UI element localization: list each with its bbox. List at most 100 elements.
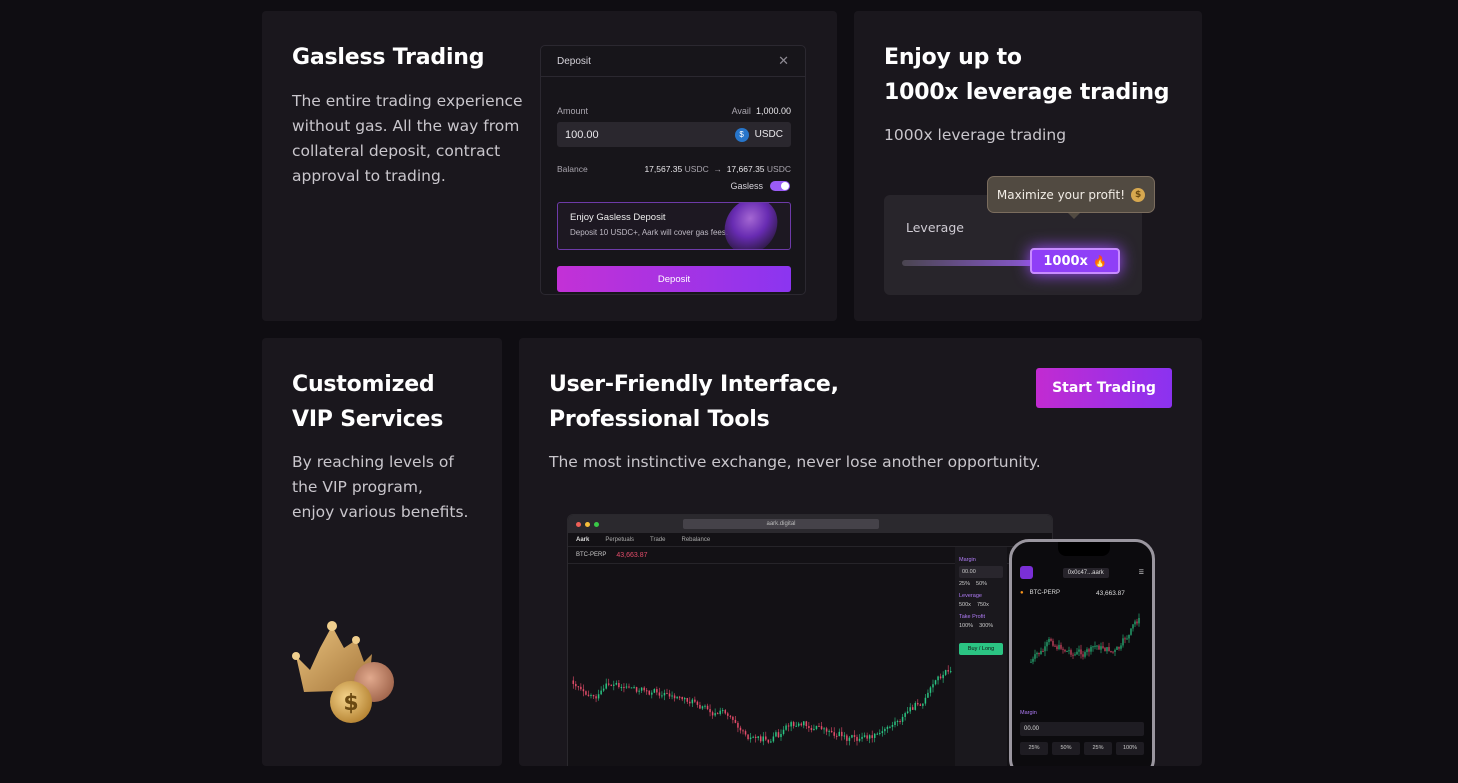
candle-body xyxy=(640,687,643,691)
candle-body xyxy=(714,713,716,716)
nav-item: Trade xyxy=(650,536,666,543)
leverage-label: Leverage xyxy=(959,593,982,599)
phone-pct-option: 25% xyxy=(1084,742,1112,755)
candle-body xyxy=(942,674,944,679)
wallet-address: 0x0c47...aark xyxy=(1062,567,1109,578)
tp-row: 100% 300% xyxy=(959,623,1003,629)
candle-body xyxy=(724,710,727,714)
buy-long-button: Buy / Long xyxy=(959,643,1003,655)
candle-body xyxy=(1120,645,1122,649)
balance-from: 17,567.35 xyxy=(644,164,683,174)
candle-body xyxy=(1138,618,1140,624)
candle-body xyxy=(1048,639,1050,643)
token-selector[interactable]: $ USDC xyxy=(734,127,783,142)
usdc-icon: $ xyxy=(734,127,749,142)
candle-body xyxy=(737,722,739,728)
candle-body xyxy=(1040,651,1042,655)
browser-bar: aark.digital xyxy=(568,515,1052,533)
candle-body xyxy=(651,692,653,695)
candle-body xyxy=(1104,647,1106,652)
candle-body xyxy=(1078,649,1080,652)
profit-tooltip: Maximize your profit! $ xyxy=(987,176,1155,219)
candle-body xyxy=(597,694,600,699)
candle-body xyxy=(949,671,952,673)
candle-body xyxy=(711,712,714,716)
leverage-slider[interactable] xyxy=(902,260,1042,266)
candle-body xyxy=(600,690,602,695)
candle-body xyxy=(782,729,785,734)
candle-body xyxy=(1052,640,1054,646)
candle-body xyxy=(780,733,782,738)
candle-body xyxy=(739,727,742,731)
candle-body xyxy=(607,683,610,685)
balance-from-unit: USDC xyxy=(684,164,709,174)
candle-body xyxy=(1070,650,1072,655)
candle-body xyxy=(944,670,947,675)
candle-body xyxy=(689,701,691,704)
leverage-description: 1000x leverage trading xyxy=(884,126,1067,144)
start-trading-button[interactable]: Start Trading xyxy=(1036,368,1172,408)
interface-title-line2: Professional Tools xyxy=(549,407,770,432)
candle-body xyxy=(1034,654,1036,659)
candle-body xyxy=(1054,645,1056,647)
deposit-button[interactable]: Deposit xyxy=(557,266,791,292)
candle-body xyxy=(699,704,701,709)
candle-body xyxy=(721,710,724,712)
phone-pct-option: 25% xyxy=(1020,742,1048,755)
candle-body xyxy=(775,732,777,737)
candle-body xyxy=(625,686,628,688)
candle-body xyxy=(648,690,651,695)
candle-body xyxy=(901,716,904,722)
candle-body xyxy=(749,737,752,740)
candle-body xyxy=(813,728,815,731)
candle-body xyxy=(1076,651,1078,655)
nav-item: Perpetuals xyxy=(605,536,635,543)
candle-body xyxy=(1098,645,1100,650)
candle-body xyxy=(1108,647,1110,651)
gem-graphic xyxy=(713,203,789,249)
candle-body xyxy=(752,736,754,738)
candle-body xyxy=(742,730,744,732)
candle-body xyxy=(787,725,790,727)
candle-body xyxy=(765,736,767,740)
candle-body xyxy=(1046,642,1048,647)
candle-body xyxy=(709,709,711,713)
candle-body xyxy=(683,697,686,700)
gasless-toggle[interactable] xyxy=(770,181,790,191)
deposit-modal-title: Deposit xyxy=(557,55,591,67)
desktop-app-mockup: aark.digital Aark Perpetuals Trade Rebal… xyxy=(567,514,1053,766)
pair-label: BTC-PERP xyxy=(576,552,607,558)
amount-input[interactable]: 100.00 $ USDC xyxy=(557,122,791,147)
candle-body xyxy=(1096,645,1098,647)
close-icon[interactable]: ✕ xyxy=(778,53,789,68)
candle-body xyxy=(663,692,666,696)
candle-body xyxy=(884,728,886,732)
candle-body xyxy=(909,707,911,712)
candle-body xyxy=(1084,652,1086,657)
minimize-dot xyxy=(585,521,590,527)
phone-margin-input: 00.00 xyxy=(1020,722,1144,736)
candle-body xyxy=(767,739,770,743)
balance-to: 17,667.35 xyxy=(726,164,765,174)
interface-card: User-Friendly Interface, Professional To… xyxy=(519,338,1202,766)
candle-body xyxy=(1106,647,1108,652)
candle-body xyxy=(1088,649,1090,652)
candle-body xyxy=(838,731,841,737)
candle-body xyxy=(678,696,681,698)
candle-body xyxy=(863,735,866,737)
candle-body xyxy=(924,697,927,704)
candle-body xyxy=(759,736,762,742)
candle-body xyxy=(1056,646,1058,650)
amount-value: 100.00 xyxy=(565,128,599,141)
candle-body xyxy=(1066,650,1068,652)
candle-body xyxy=(615,683,618,685)
candlestick-chart xyxy=(572,665,952,746)
candle-body xyxy=(661,695,663,697)
candle-body xyxy=(896,721,899,723)
candle-body xyxy=(805,721,808,727)
candle-body xyxy=(575,683,577,687)
candle-body xyxy=(830,730,833,733)
candle-body xyxy=(820,726,823,730)
candle-body xyxy=(848,737,851,741)
phone-price: 43,663.87 xyxy=(1096,590,1125,597)
